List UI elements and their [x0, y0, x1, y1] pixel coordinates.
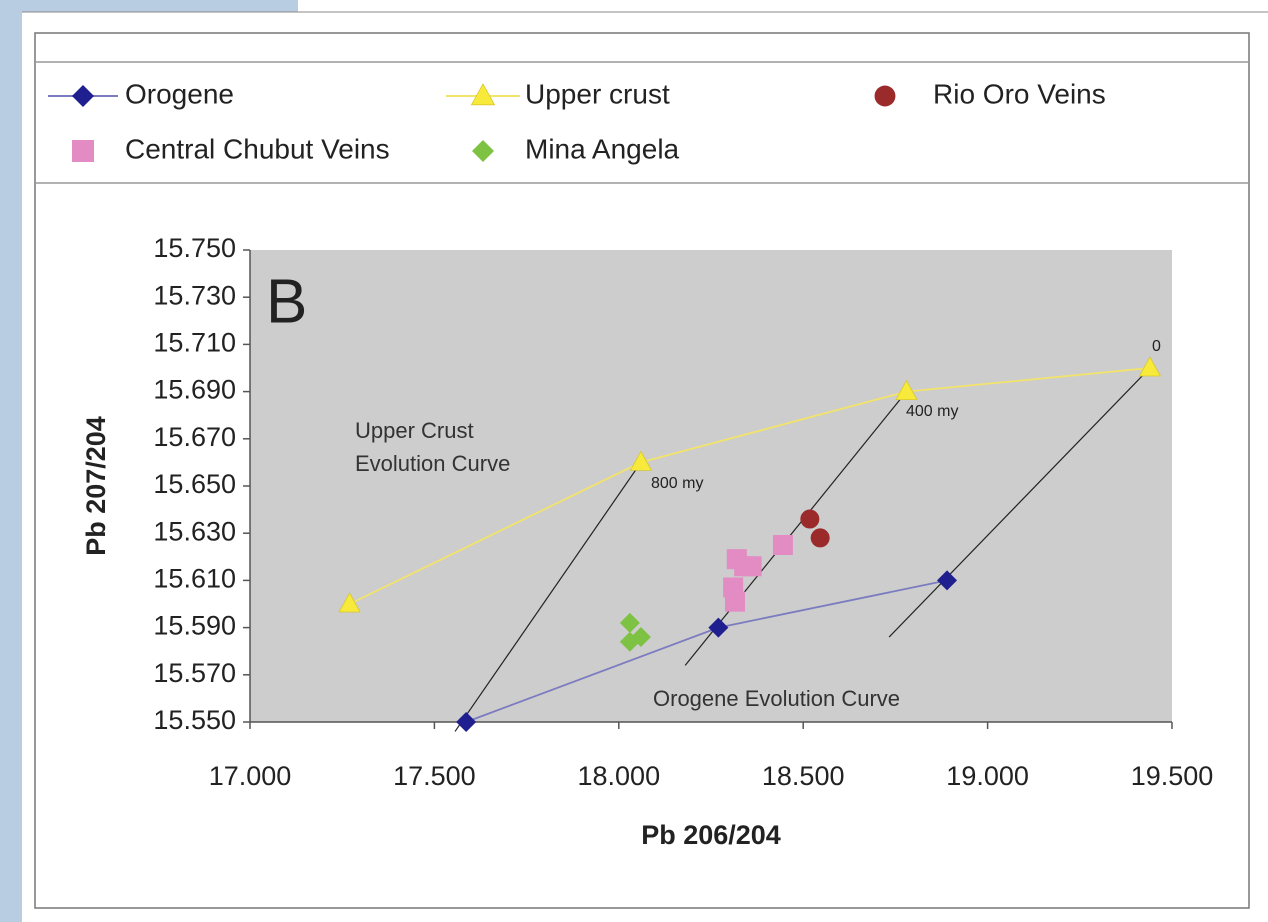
isochron-line [684, 391, 907, 666]
marker-diamond [472, 140, 494, 162]
marker-triangle [1138, 356, 1162, 377]
x-tick-label: 17.500 [393, 761, 476, 791]
annotation: 800 my [651, 475, 703, 492]
isochron-line [888, 367, 1151, 638]
annotation: 400 my [906, 403, 958, 420]
marker-diamond [937, 570, 958, 591]
legend-label: Mina Angela [525, 133, 680, 164]
y-tick-label: 15.670 [153, 422, 236, 452]
x-axis-label: Pb 206/204 [641, 820, 781, 850]
series-line [349, 367, 1150, 605]
y-tick-label: 15.550 [153, 705, 236, 735]
marker-square [72, 140, 94, 162]
marker-circle [874, 85, 896, 107]
marker-triangle [470, 83, 496, 106]
y-tick-label: 15.730 [153, 280, 236, 310]
annotation: Orogene Evolution Curve [653, 686, 900, 711]
marker-diamond [619, 612, 640, 633]
marker-diamond [708, 617, 729, 638]
marker-diamond [456, 712, 477, 732]
legend-label: Central Chubut Veins [125, 133, 390, 164]
y-tick-label: 15.610 [153, 564, 236, 594]
left-band [0, 0, 22, 922]
y-axis-label: Pb 207/204 [81, 416, 111, 556]
legend-label: Orogene [125, 78, 234, 109]
marker-square [741, 556, 762, 577]
legend-label: Rio Oro Veins [933, 78, 1106, 109]
marker-diamond [72, 85, 94, 107]
legend-label: Upper crust [525, 78, 670, 109]
x-tick-label: 18.000 [578, 761, 661, 791]
isochron-line [454, 462, 642, 732]
annotation: 0 [1152, 338, 1161, 355]
annotation: Upper Crust [355, 418, 474, 443]
annotation: Evolution Curve [355, 451, 510, 476]
y-tick-label: 15.630 [153, 516, 236, 546]
y-tick-label: 15.650 [153, 469, 236, 499]
plot-area [250, 250, 1172, 722]
y-tick-label: 15.690 [153, 375, 236, 405]
marker-triangle [338, 592, 361, 613]
top-band [0, 0, 298, 12]
marker-diamond [630, 627, 651, 648]
annotation: B [266, 267, 307, 336]
y-tick-label: 15.710 [153, 328, 236, 358]
y-tick-label: 15.570 [153, 658, 236, 688]
x-tick-label: 19.500 [1131, 761, 1214, 791]
marker-square [724, 591, 745, 612]
x-tick-label: 17.000 [209, 761, 292, 791]
marker-circle [810, 528, 830, 548]
y-tick-label: 15.590 [153, 611, 236, 641]
x-tick-label: 18.500 [762, 761, 845, 791]
marker-square [772, 535, 793, 555]
y-tick-label: 15.750 [153, 233, 236, 263]
x-tick-label: 19.000 [946, 761, 1029, 791]
marker-circle [800, 509, 820, 529]
marker-triangle [629, 450, 653, 471]
marker-triangle [895, 379, 918, 400]
